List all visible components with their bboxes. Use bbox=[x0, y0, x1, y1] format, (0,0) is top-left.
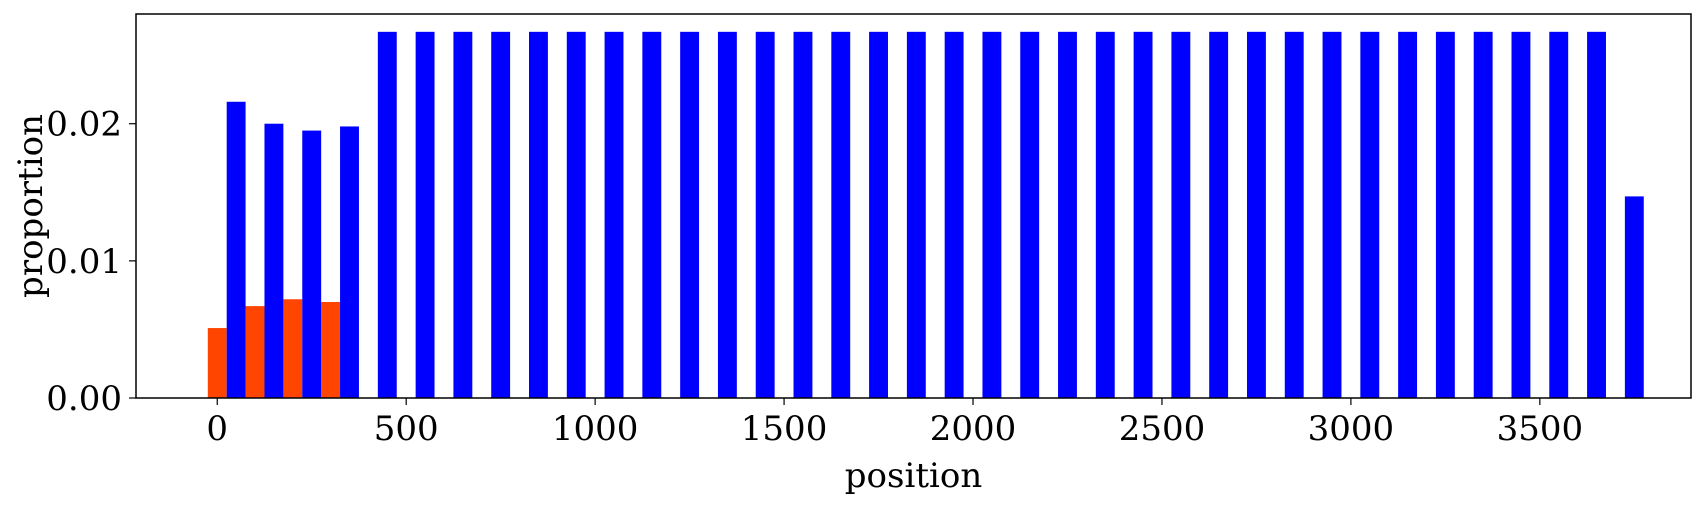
bar-series-2-1350 bbox=[717, 31, 737, 398]
bar-series-2-2950 bbox=[1322, 31, 1342, 398]
x-axis-ticks: 0 500 1000 1500 2000 2500 3000 3500 bbox=[206, 398, 1583, 449]
bar-series-2-2650 bbox=[1209, 31, 1229, 398]
bar-series-2-450 bbox=[377, 31, 397, 398]
bar-series-2-2250 bbox=[1058, 31, 1077, 398]
x-tick-label: 1500 bbox=[741, 409, 828, 449]
bar-series-2-1250 bbox=[680, 31, 700, 398]
bar-series-2-3150 bbox=[1398, 31, 1418, 398]
bar-series-2-2350 bbox=[1095, 31, 1115, 398]
bar-series-2-3550 bbox=[1549, 31, 1569, 398]
x-tick-label: 500 bbox=[374, 409, 439, 449]
bar-series-2-350 bbox=[340, 126, 359, 398]
bar-series-1-300 bbox=[321, 302, 341, 398]
bar-series-2-3350 bbox=[1473, 31, 1493, 398]
bar-series-2-2050 bbox=[982, 31, 1002, 398]
bar-series-2-2550 bbox=[1171, 31, 1191, 398]
x-axis-label: position bbox=[845, 456, 982, 496]
bar-series-2-3650 bbox=[1587, 31, 1606, 398]
bar-series-2-250 bbox=[302, 130, 322, 399]
bar-series-1-0 bbox=[207, 328, 227, 398]
x-tick-label: 3500 bbox=[1497, 409, 1584, 449]
bar-series-2-1150 bbox=[642, 31, 662, 398]
x-tick-label: 3000 bbox=[1308, 409, 1395, 449]
bar-series-2-2150 bbox=[1020, 31, 1040, 398]
bar-series-2-50 bbox=[226, 101, 246, 399]
y-tick-label: 0.01 bbox=[46, 242, 122, 282]
y-axis-ticks: 0.00 0.01 0.02 bbox=[46, 105, 136, 419]
bar-series-2-3750 bbox=[1624, 196, 1644, 398]
bar-series-2-1750 bbox=[869, 31, 888, 398]
y-axis-label: proportion bbox=[11, 114, 51, 298]
bar-series-2-150 bbox=[264, 123, 284, 398]
x-tick-label: 2000 bbox=[930, 409, 1017, 449]
bar-series-2-550 bbox=[415, 31, 435, 398]
x-tick-label: 1000 bbox=[552, 409, 639, 449]
x-tick-label: 2500 bbox=[1119, 409, 1206, 449]
plot-area-frame bbox=[135, 13, 1692, 399]
bar-series-2-2750 bbox=[1246, 31, 1266, 398]
bar-series-2-1850 bbox=[906, 31, 926, 398]
bar-series-2-950 bbox=[566, 31, 586, 398]
bar-series-1-200 bbox=[283, 299, 303, 398]
bar-series-2-3450 bbox=[1511, 31, 1531, 398]
bar-series-2-1450 bbox=[755, 31, 775, 398]
bar-series-2-650 bbox=[453, 31, 473, 398]
bar-series-2-850 bbox=[529, 31, 548, 398]
bar-series-2-3050 bbox=[1360, 31, 1380, 398]
y-tick-label: 0.00 bbox=[46, 379, 122, 419]
bar-series-2-2850 bbox=[1284, 31, 1304, 398]
y-tick-label: 0.02 bbox=[46, 105, 122, 145]
bar-series-2-750 bbox=[491, 31, 511, 398]
bar-series-2-3250 bbox=[1435, 31, 1455, 398]
bar-series-2-2450 bbox=[1133, 31, 1153, 398]
bar-series-2-1550 bbox=[793, 31, 813, 398]
bars-group bbox=[207, 31, 1644, 399]
x-tick-label: 0 bbox=[206, 409, 228, 449]
bar-series-2-1950 bbox=[944, 31, 964, 398]
bar-series-2-1050 bbox=[604, 31, 624, 398]
bar-series-1-100 bbox=[245, 306, 265, 398]
bar-series-2-1650 bbox=[831, 31, 851, 398]
